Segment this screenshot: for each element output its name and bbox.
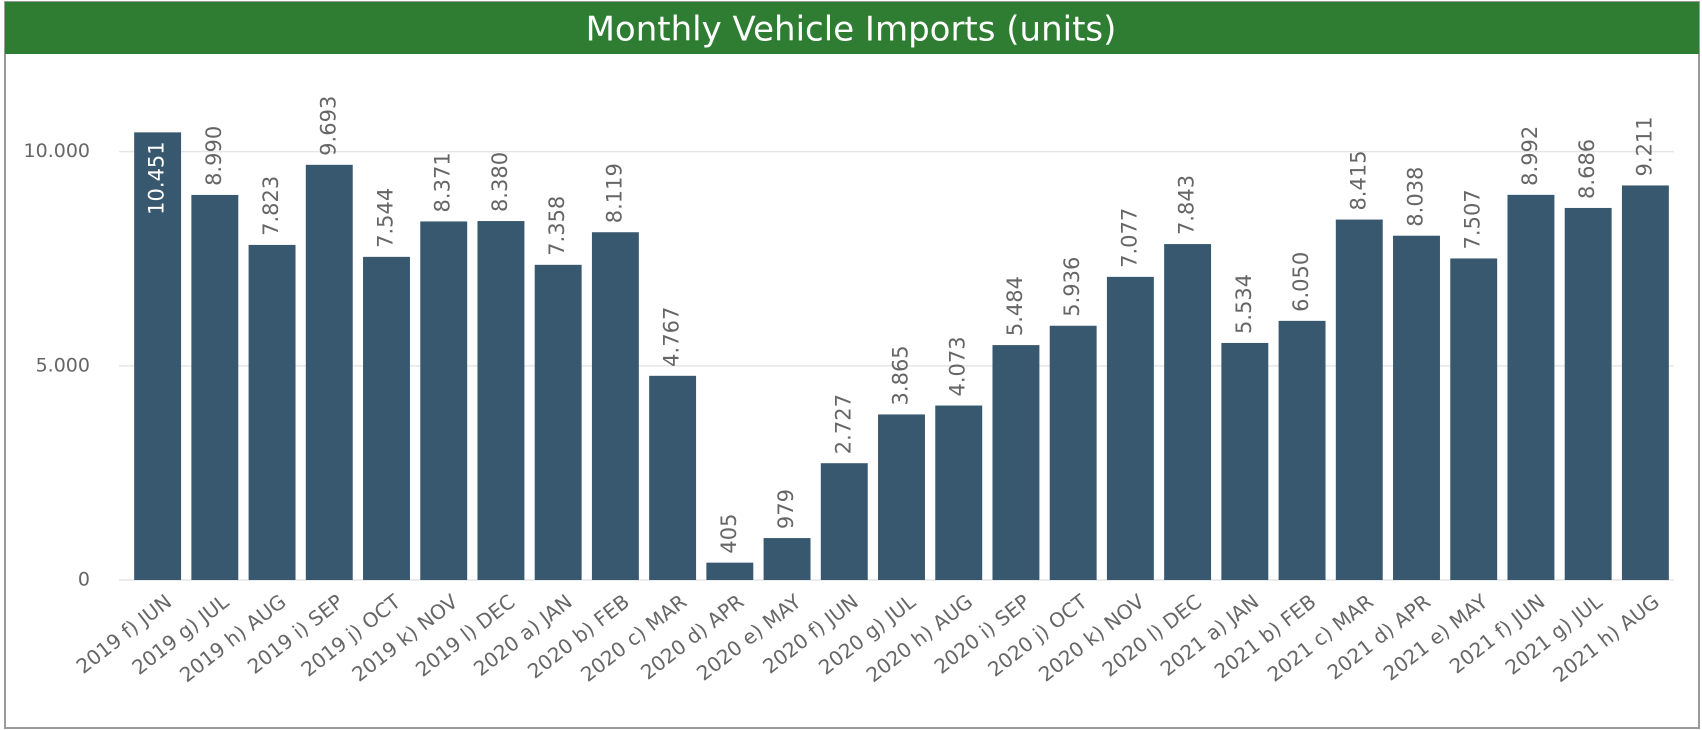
- bar: [763, 538, 811, 580]
- bar: [248, 244, 296, 580]
- data-label: 8.686: [1575, 139, 1599, 199]
- data-label: 4.073: [946, 336, 970, 396]
- data-label: 9.693: [316, 96, 340, 156]
- data-label: 8.990: [202, 126, 226, 186]
- data-label: 8.371: [431, 152, 455, 212]
- bar: [649, 375, 697, 580]
- bar: [878, 414, 925, 580]
- data-label: 5.936: [1060, 257, 1084, 317]
- data-label: 7.843: [1175, 175, 1199, 235]
- y-tick-label: 10.000: [24, 140, 90, 162]
- data-label: 2.727: [831, 394, 855, 454]
- bar: [1221, 342, 1269, 580]
- bar: [935, 405, 983, 580]
- bar: [992, 345, 1040, 580]
- bar: [1106, 276, 1154, 580]
- data-label: 10.451: [145, 141, 169, 214]
- bar: [363, 256, 410, 580]
- bar: [1335, 219, 1383, 580]
- data-label: 5.534: [1232, 274, 1256, 334]
- bar: [820, 463, 868, 580]
- bar: [706, 562, 754, 580]
- data-label: 8.415: [1346, 150, 1370, 210]
- data-label: 8.038: [1404, 167, 1428, 227]
- title-bar: [5, 2, 1699, 54]
- bar: [1507, 194, 1555, 581]
- data-label: 8.119: [602, 163, 626, 223]
- y-tick-label: 5.000: [36, 354, 90, 376]
- chart-title: Monthly Vehicle Imports (units): [586, 10, 1117, 50]
- data-label: 7.544: [374, 188, 398, 248]
- data-label: 8.380: [488, 152, 512, 212]
- bar: [1564, 207, 1612, 581]
- bar: [591, 232, 639, 581]
- data-label: 6.050: [1289, 252, 1313, 312]
- bar: [420, 221, 468, 580]
- data-label: 7.358: [545, 196, 569, 256]
- bar: [1621, 185, 1669, 581]
- data-label: 7.077: [1117, 208, 1141, 268]
- y-tick-label: 0: [78, 569, 90, 591]
- data-label: 4.767: [660, 307, 684, 367]
- bar: [191, 194, 239, 580]
- bar: [134, 132, 182, 581]
- bar: [1450, 258, 1498, 580]
- data-label: 9.211: [1632, 116, 1656, 176]
- data-label: 979: [774, 489, 798, 529]
- data-label: 405: [717, 514, 741, 554]
- data-label: 7.507: [1461, 189, 1485, 249]
- data-label: 5.484: [1003, 276, 1027, 336]
- data-label: 8.992: [1518, 126, 1542, 186]
- bar: [1393, 235, 1440, 580]
- data-label: 7.823: [259, 176, 283, 236]
- bar: [1164, 244, 1212, 580]
- data-label: 3.865: [889, 345, 913, 405]
- bar: [1049, 325, 1097, 580]
- bar: [534, 264, 582, 580]
- bar: [477, 221, 525, 580]
- bar: [1278, 320, 1326, 580]
- bar: [305, 164, 353, 580]
